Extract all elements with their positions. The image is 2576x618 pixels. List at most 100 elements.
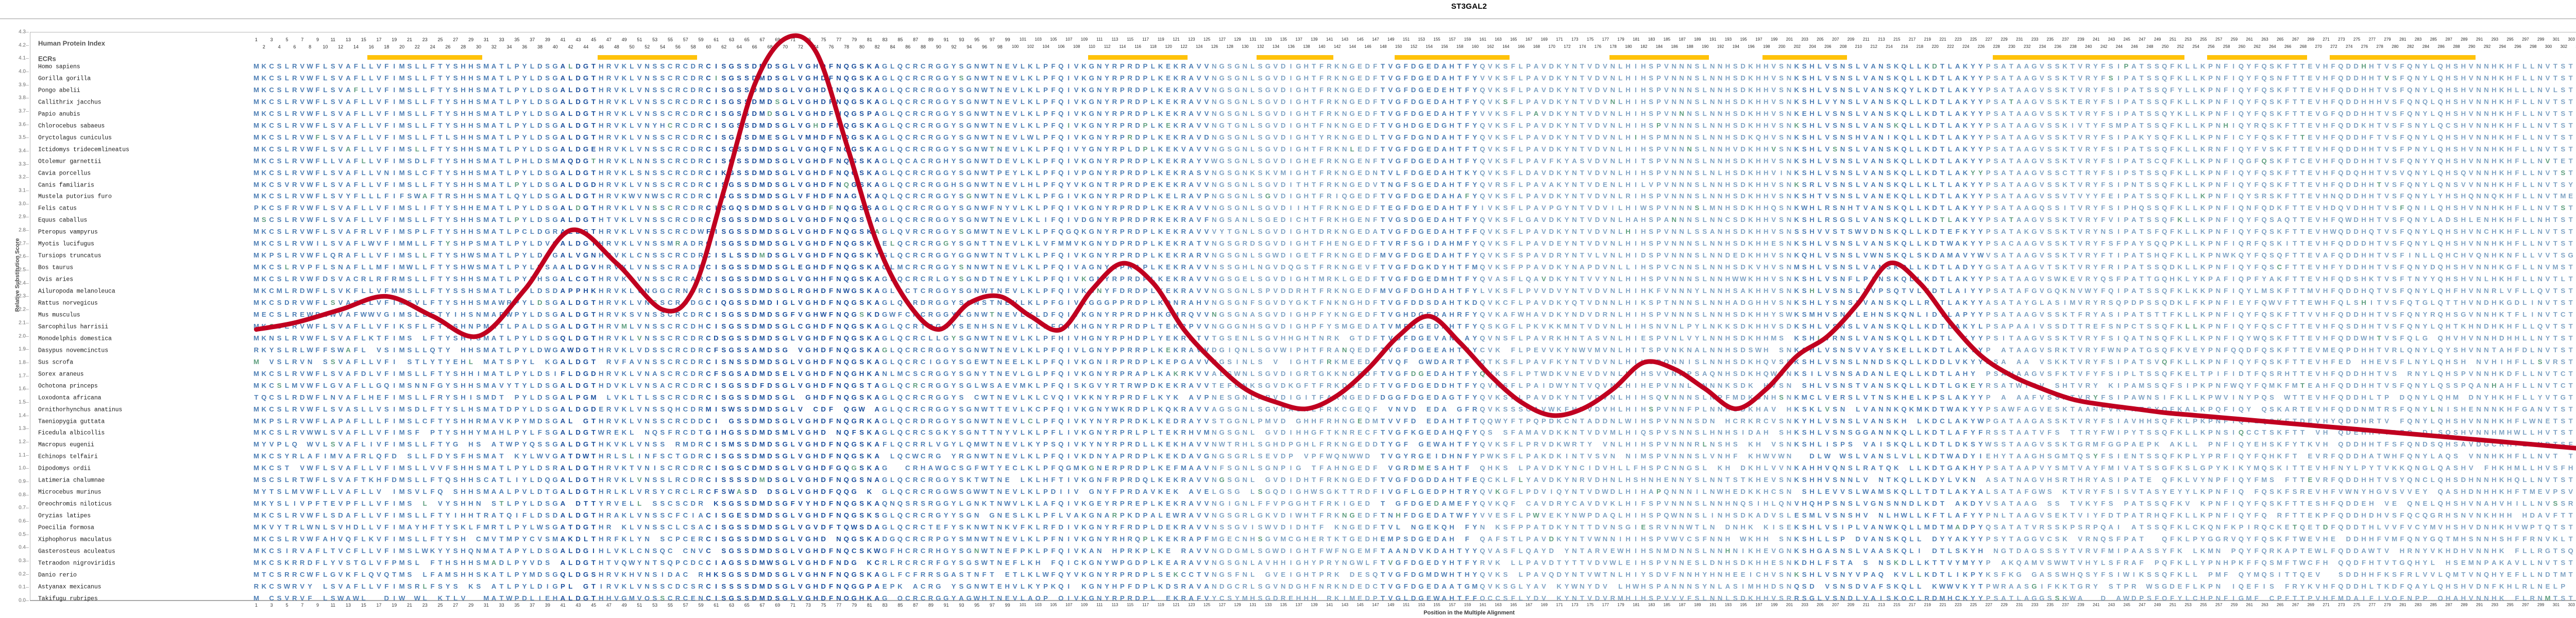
- residue: V: [1863, 204, 1868, 212]
- position-number: 20: [399, 44, 405, 49]
- residue: D: [997, 157, 1003, 165]
- residue: T: [2293, 97, 2297, 106]
- species-label[interactable]: Ficedula albicollis: [38, 430, 105, 437]
- species-label[interactable]: Dasypus novemcinctus: [38, 347, 109, 354]
- residue: Q: [1058, 121, 1064, 129]
- species-label[interactable]: Callithrix jacchus: [38, 99, 101, 106]
- residue: Y: [1472, 133, 1477, 141]
- residue: K: [1893, 157, 1899, 165]
- residue: Y: [1978, 157, 1983, 165]
- position-number: 172: [1564, 44, 1571, 49]
- residue: S: [652, 62, 657, 70]
- species-label[interactable]: Macropus eugenii: [38, 441, 94, 449]
- position-number: 286: [2437, 44, 2445, 49]
- species-label[interactable]: Poecilia formosa: [38, 524, 94, 531]
- species-label[interactable]: Papio anubis: [38, 111, 80, 118]
- species-label[interactable]: Oryzias latipes: [38, 512, 91, 520]
- species-label[interactable]: Ornithorhynchus anatinus: [38, 406, 123, 414]
- species-label[interactable]: Canis familiaris: [38, 182, 94, 188]
- species-label[interactable]: Cavia porcellus: [38, 170, 91, 177]
- ecr-region-bar[interactable]: [1395, 55, 1510, 60]
- residue: K: [2062, 109, 2067, 117]
- species-label[interactable]: Oreochromis niloticus: [38, 501, 112, 508]
- species-label[interactable]: Felis catus: [38, 205, 77, 212]
- species-label[interactable]: Sarcophilus harrisii: [38, 323, 109, 331]
- residue: F: [430, 121, 435, 129]
- residue: G: [943, 109, 949, 117]
- species-label[interactable]: Loxodonta africana: [38, 394, 101, 402]
- ecr-region-bar[interactable]: [367, 55, 483, 60]
- ecr-region-bar[interactable]: [1609, 55, 1709, 60]
- species-label[interactable]: Mustela putorius furo: [38, 193, 112, 200]
- residue: I: [1067, 157, 1070, 165]
- species-label[interactable]: Microcebus murinus: [38, 489, 101, 496]
- species-label[interactable]: Echinops telfairi: [38, 453, 98, 460]
- ecr-region-bar[interactable]: [1088, 55, 1188, 60]
- residue: N: [1840, 97, 1845, 106]
- species-label[interactable]: Tetraodon nigroviridis: [38, 560, 115, 567]
- residue: P: [1986, 157, 1991, 165]
- species-label[interactable]: Homo sapiens: [38, 63, 80, 71]
- ecr-region-bar[interactable]: [597, 55, 698, 60]
- residue: R: [1625, 192, 1631, 200]
- residue: A: [1955, 204, 1960, 212]
- ecr-region-bar[interactable]: [2207, 55, 2307, 60]
- residue: K: [2139, 133, 2144, 141]
- species-label[interactable]: Mus musculus: [38, 312, 80, 319]
- species-label[interactable]: Taeniopygia guttata: [38, 418, 105, 425]
- species-label[interactable]: Pteropus vampyrus: [38, 229, 98, 236]
- residue: K: [1794, 133, 1800, 141]
- species-label[interactable]: Oryctolagus cuniculus: [38, 134, 112, 142]
- species-label[interactable]: Chlorocebus sabaeus: [38, 123, 105, 130]
- species-label[interactable]: Ochotona princeps: [38, 383, 98, 390]
- species-label[interactable]: Ailuropoda melanoleuca: [38, 288, 115, 295]
- residue: C: [667, 133, 673, 141]
- species-label[interactable]: Xiphophorus maculatus: [38, 536, 112, 543]
- species-label[interactable]: Astyanax mexicanus: [38, 583, 101, 591]
- species-label[interactable]: Ictidomys tridecemlineatus: [38, 146, 129, 153]
- species-label[interactable]: Sorex araneus: [38, 371, 84, 378]
- species-label[interactable]: Dipodomys ordii: [38, 465, 91, 472]
- species-label[interactable]: Gorilla gorilla: [38, 75, 91, 82]
- residue: S: [652, 97, 657, 106]
- species-label[interactable]: Takifugu rubripes: [38, 595, 98, 603]
- residue: S: [1833, 192, 1838, 200]
- species-label[interactable]: Latimeria chalumnae: [38, 477, 105, 484]
- species-label[interactable]: Myotis lucifugus: [38, 241, 94, 248]
- species-label[interactable]: Equus caballus: [38, 217, 88, 224]
- ecr-region-bar[interactable]: [2330, 55, 2476, 60]
- species-label[interactable]: Sus scrofa: [38, 359, 74, 366]
- species-label[interactable]: Monodelphis domestica: [38, 335, 112, 342]
- species-label[interactable]: Danio rerio: [38, 572, 77, 579]
- residue: K: [1893, 168, 1899, 177]
- species-label[interactable]: Bos taurus: [38, 264, 74, 271]
- species-label[interactable]: Otolemur garnettii: [38, 158, 101, 165]
- residue: L: [2185, 85, 2190, 94]
- residue: R: [1181, 62, 1187, 70]
- ecr-region-bar[interactable]: [1762, 55, 1848, 60]
- ecr-region-bar[interactable]: [1992, 55, 2184, 60]
- species-label[interactable]: Ovis aries: [38, 276, 74, 283]
- species-label[interactable]: Gasterosteus aculeatus: [38, 548, 115, 555]
- residue: G: [1418, 133, 1424, 141]
- ecr-region-bar[interactable]: [1257, 55, 1334, 60]
- species-label[interactable]: Pongo abelii: [38, 87, 80, 94]
- residue: A: [1189, 97, 1194, 106]
- residue: G: [1349, 157, 1355, 165]
- species-label[interactable]: Rattus norvegicus: [38, 300, 98, 307]
- species-label[interactable]: Tursiops truncatus: [38, 252, 101, 260]
- residue: Y: [1472, 192, 1477, 200]
